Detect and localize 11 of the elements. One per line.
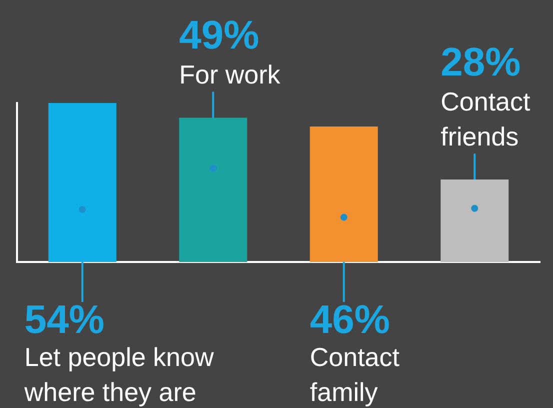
bar [310,126,378,262]
x-tick-label: Contact family [310,342,400,407]
data-label: 49% [179,14,260,58]
data-label: 28% [440,40,521,85]
data-label: 46% [310,298,390,342]
bar [179,118,248,262]
x-tick-label: Let people know where they are [23,342,214,407]
x-tick-label: Contact friends [440,86,532,152]
x-tick-label: For work [179,60,282,90]
data-label: 54% [24,298,104,342]
bar [440,180,509,262]
